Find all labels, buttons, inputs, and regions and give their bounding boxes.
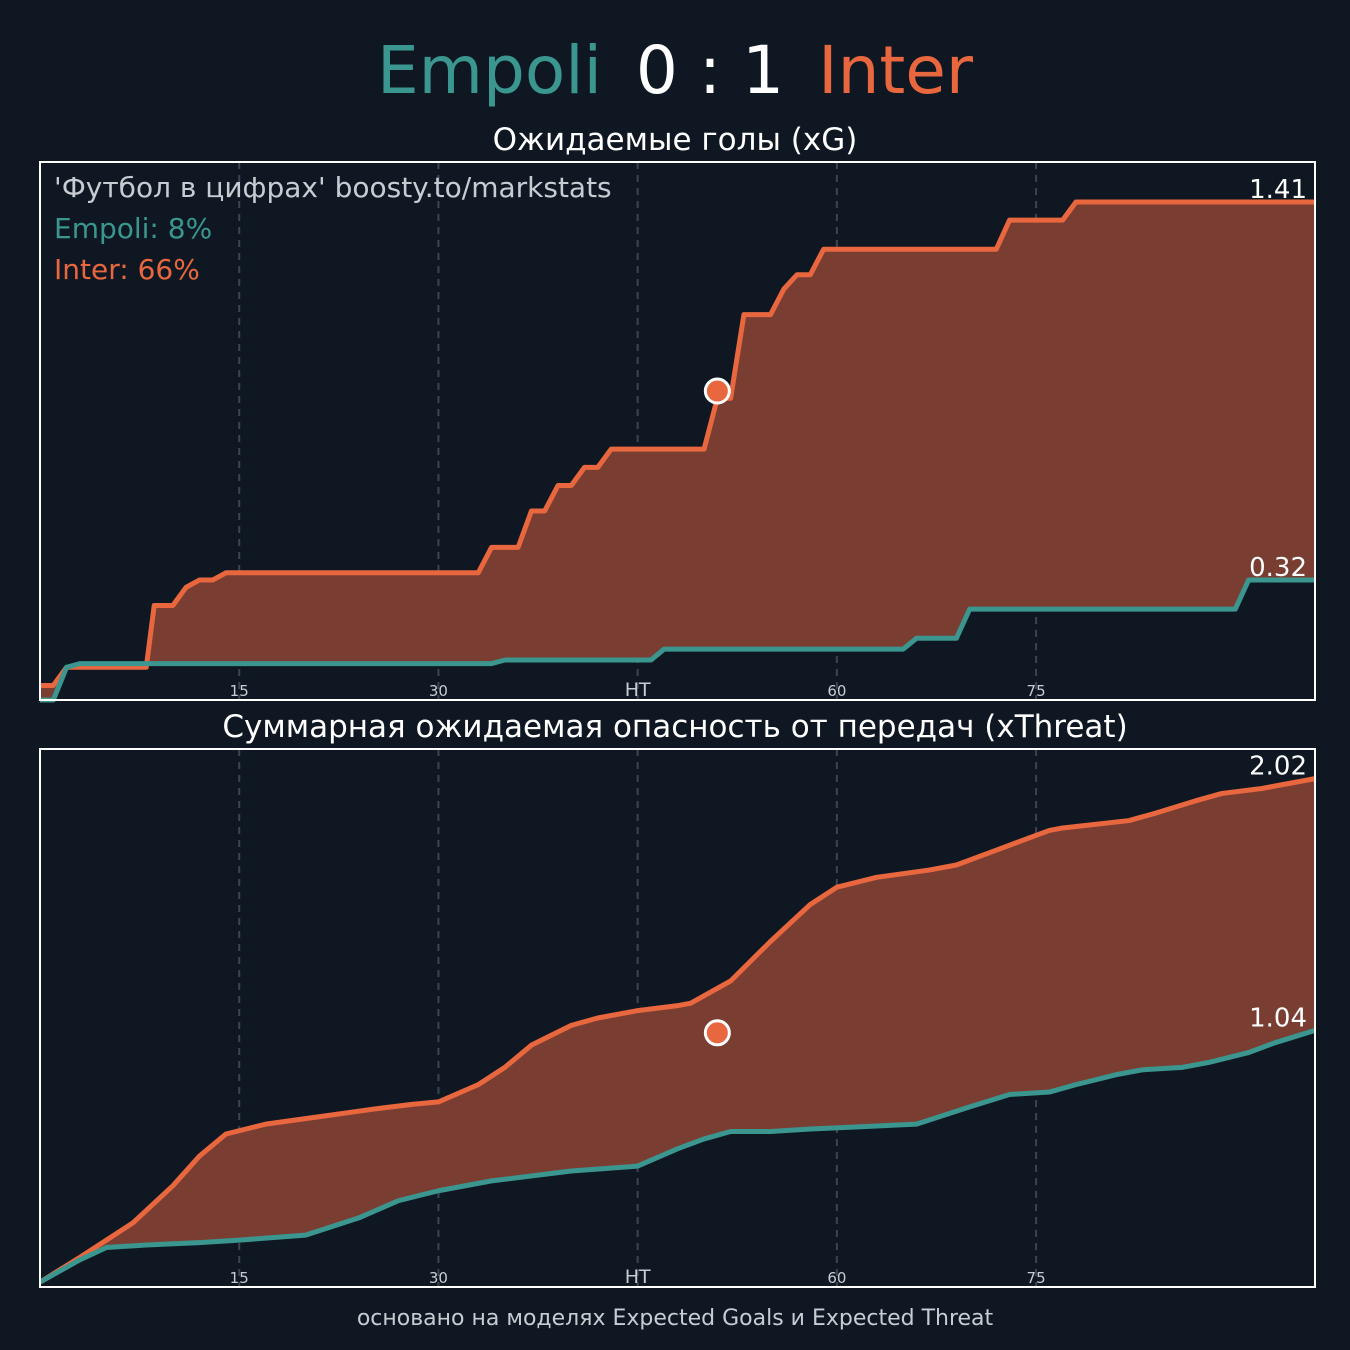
x-tick-label: 75 [1027,1269,1046,1287]
home-team-name: Empoli [376,32,602,109]
source-credit: 'Футбол в цифрах' boosty.to/markstats [54,171,612,204]
series-line-empoli [40,577,1315,703]
away-win-probability: Inter: 66% [54,253,200,286]
end-value-label-inter: 2.02 [1249,752,1307,782]
x-tick-label: 15 [230,682,249,700]
series-line-inter [40,199,1315,688]
chart-frame [39,748,1316,1288]
home-win-probability: Empoli: 8% [54,212,213,245]
x-tick-label: 30 [429,1269,448,1287]
end-value-label-inter: 1.41 [1249,175,1307,205]
x-tick-label: 15 [230,1269,249,1287]
series-line-empoli [38,1027,1316,1285]
goal-marker [703,1019,731,1047]
chart-panel-1: 15 30 HT 60 75 2.02 1.04 [38,748,1316,1288]
away-team-name: Inter [818,32,974,109]
end-value-label-empoli: 0.32 [1249,553,1307,583]
xthreat-chart-title: Суммарная ожидаемая опасность от передач… [222,709,1128,745]
series-line-inter [38,776,1316,1285]
x-tick-label: 75 [1027,682,1046,700]
xg-chart-title: Ожидаемые голы (xG) [492,122,858,158]
match-header: Empoli 0 : 1 Inter [0,28,1350,114]
x-tick-label: 60 [827,682,846,700]
end-value-label-empoli: 1.04 [1249,1003,1307,1033]
xg-difference-area [40,778,1315,1283]
x-tick-label: 60 [827,1269,846,1287]
x-tick-label: HT [625,1266,651,1288]
x-tick-label: 30 [429,682,448,700]
chart-panel-0: 15 30 HT 60 75 1.41 0.32 [39,161,1316,703]
match-score: 0 : 1 [635,32,785,109]
x-tick-label: HT [625,679,651,701]
chart-frame [39,161,1316,701]
footer-note: основано на моделях Expected Goals и Exp… [356,1306,994,1331]
goal-marker [703,377,731,405]
